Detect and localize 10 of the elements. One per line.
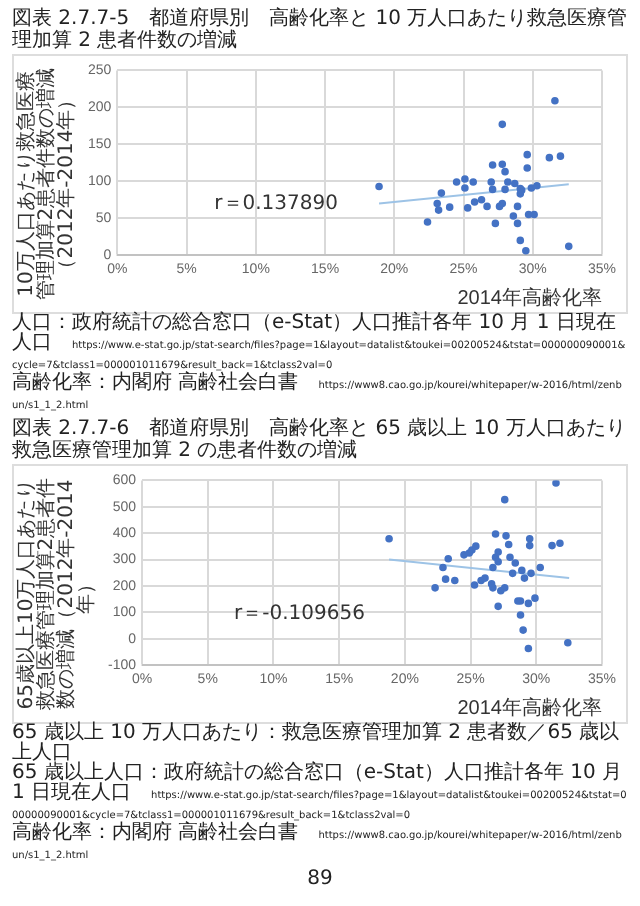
text: 89 [307,868,333,890]
y-axis-title: 10万人口あたり救急医療管理加算2患者件数の増減（2012年-2014年） [16,65,78,305]
annotation: r＝-0.109656 [234,602,365,625]
text: 65 歳以上 10 万人口あたり：救急医療管理加算 2 患者数／65 歳以上人口 [12,722,620,764]
chart-title: 図表 2.7.7-5 都道府県別 高齢化率と 10 万人口あたり救急医療管理加算 2 患者件数の増減 [12,8,628,52]
annotation: r＝0.137890 [214,192,338,215]
y-axis-title: 65歳以上10万人口あたり救急医療管理加算2患者件数の増減（2012年-2014年） [16,475,98,715]
x-axis-title: 2014年高齢化率 [457,695,602,720]
x-axis-title: 2014年高齢化率 [457,285,602,310]
chart-title: 図表 2.7.7-6 都道府県別 高齢化率と 65 歳以上 10 万人口あたり救急医療管理加算 2 の患者件数の増減 [12,418,628,462]
